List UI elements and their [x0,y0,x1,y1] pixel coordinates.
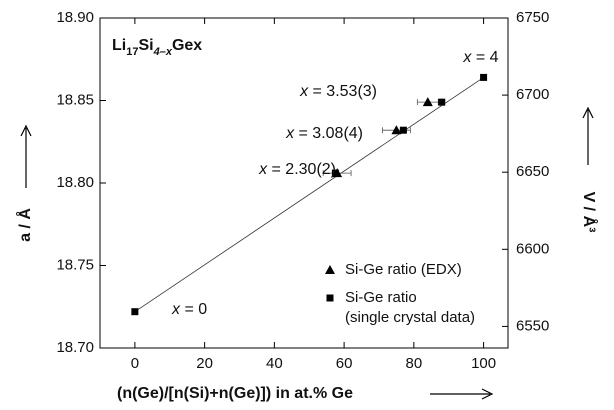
axis-arrow [430,388,494,400]
annotation: x = 3.53(3) [299,83,377,100]
plot-frame [99,17,509,349]
annotation: x = 3.08(4) [285,125,363,142]
square-marker [438,98,446,106]
chart-title: Li17Si4–xGex [112,37,202,58]
legend-label: Si-Ge ratio (EDX) [345,261,462,278]
y-tick-label: 18.85 [56,91,94,108]
x-tick-label: 20 [196,355,213,372]
y-tick-label: 18.70 [56,339,94,356]
triangle-marker [325,265,335,274]
square-marker [399,126,407,134]
triangle-marker [422,97,433,107]
square-marker [480,73,488,81]
x-tick-label: 80 [406,355,423,372]
y2-tick-label: 6600 [516,240,549,257]
square-marker [131,308,139,316]
y-tick-label: 18.90 [56,9,94,26]
axis-arrow [582,106,594,165]
y2-axis-label: V / Å³ [580,192,599,233]
fit-line [134,77,484,313]
x-tick-label: 0 [131,355,139,372]
x-tick-label: 100 [471,355,496,372]
axis-arrow [20,124,32,188]
annotation: x = 2.30(2) [258,161,336,178]
square-marker [326,294,334,302]
y-tick-label: 18.75 [56,256,94,273]
y2-tick-label: 6700 [516,86,549,103]
y2-tick-label: 6550 [516,317,549,334]
square-marker [331,169,339,177]
y2-tick-label: 6650 [516,163,549,180]
annotation: x = 0 [171,301,207,318]
legend-label: Si-Ge ratio (single crystal data) [345,289,475,326]
x-axis-label: (n(Ge)/[n(Si)+n(Ge)]) in at.% Ge [117,385,353,402]
triangle-marker [391,125,402,135]
annotation: x = 4 [462,49,498,66]
x-tick-label: 60 [336,355,353,372]
y-axis-label: a / Å [15,208,34,242]
y-tick-label: 18.80 [56,174,94,191]
y2-tick-label: 6750 [516,9,549,26]
x-tick-label: 40 [266,355,283,372]
